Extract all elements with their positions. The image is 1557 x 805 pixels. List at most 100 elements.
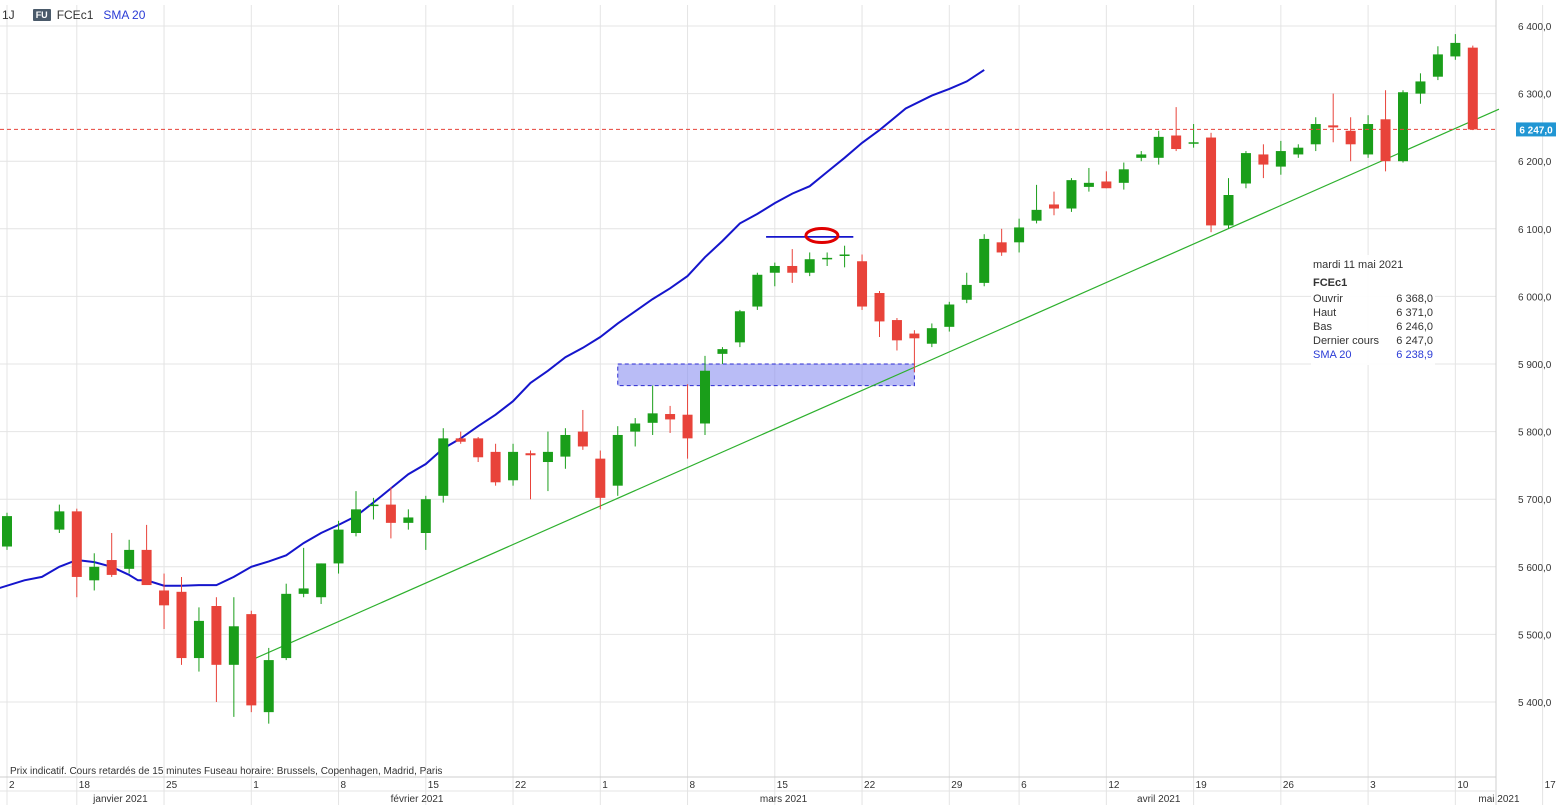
- candle-body: [630, 423, 641, 432]
- candle-body: [281, 593, 292, 659]
- candle-body: [1031, 209, 1042, 221]
- candle-body: [1066, 180, 1077, 209]
- candle-body: [1380, 119, 1391, 162]
- candle: [700, 355, 710, 435]
- candle-body: [1328, 125, 1339, 128]
- indicator-label[interactable]: SMA 20: [103, 8, 146, 22]
- candle-body: [1432, 54, 1443, 77]
- candle: [1275, 140, 1286, 175]
- candle-body: [577, 431, 588, 447]
- candle: [560, 428, 571, 469]
- candle: [385, 487, 396, 539]
- y-tick-label: 6 000,0: [1518, 292, 1552, 303]
- candle-body: [1467, 47, 1478, 130]
- candle: [1398, 90, 1408, 163]
- candle-body: [333, 529, 344, 564]
- candle: [769, 262, 780, 287]
- y-tick-label: 6 300,0: [1518, 90, 1552, 101]
- candle: [1136, 151, 1147, 162]
- candle: [630, 418, 641, 447]
- candle-body: [124, 549, 135, 569]
- annotations-overlays: [766, 227, 854, 245]
- x-tick-label: 19: [1196, 780, 1208, 791]
- tooltip-value: 6 246,0: [1396, 321, 1433, 333]
- candle: [89, 553, 100, 591]
- candle-body: [769, 265, 780, 273]
- candle-body: [665, 414, 676, 420]
- candle-body: [71, 511, 82, 577]
- x-month-label: mai 2021: [1478, 794, 1520, 805]
- candle: [822, 252, 833, 266]
- tooltip-label: Ouvrir: [1313, 293, 1343, 305]
- candle: [577, 409, 588, 450]
- x-tick-label: 2: [9, 780, 15, 791]
- x-tick-label: 17: [1545, 780, 1557, 791]
- candle-body: [525, 453, 536, 456]
- candle: [141, 524, 152, 586]
- candle-body: [368, 504, 379, 507]
- annotations-zones: [617, 363, 915, 387]
- candle-body: [351, 509, 361, 533]
- candle: [490, 443, 501, 486]
- candle: [159, 573, 170, 629]
- candle: [106, 533, 117, 577]
- timeframe-label[interactable]: 1J: [2, 8, 15, 22]
- last-price-label: 6 247,0: [1519, 125, 1553, 136]
- y-axis: 5 400,0 5 500,0 5 600,0 5 700,0 5 800,0 5 900…: [1518, 22, 1552, 709]
- tooltip-label: SMA 20: [1313, 349, 1352, 361]
- chart-header: 1J FU FCEc1 SMA 20: [0, 0, 145, 30]
- candle: [857, 254, 868, 310]
- candle: [1031, 184, 1042, 224]
- candle: [1014, 218, 1025, 253]
- instrument-type-badge: FU: [32, 9, 51, 21]
- candle-body: [298, 588, 309, 594]
- candle: [508, 443, 519, 486]
- candle: [2, 512, 12, 550]
- candle-body: [1363, 124, 1374, 155]
- candle-body: [804, 259, 815, 273]
- candle: [1206, 132, 1217, 233]
- candle: [420, 495, 431, 550]
- candle-body: [141, 549, 152, 586]
- y-tick-label: 5 800,0: [1518, 428, 1552, 439]
- candle-body: [752, 274, 763, 307]
- candle-body: [1171, 135, 1182, 150]
- candle: [647, 385, 658, 435]
- candle-body: [926, 328, 937, 344]
- x-tick-label: 26: [1283, 780, 1295, 791]
- candle-body: [1345, 130, 1356, 145]
- last-price-tag: [1516, 122, 1556, 137]
- candle: [1240, 151, 1251, 189]
- candle: [1310, 117, 1321, 152]
- candle-body: [403, 517, 414, 523]
- x-month-label: février 2021: [391, 794, 444, 805]
- x-tick-label: 6: [1021, 780, 1027, 791]
- candle: [787, 249, 798, 283]
- candle-body: [874, 293, 885, 322]
- candle: [1293, 144, 1304, 158]
- candle-body: [787, 265, 798, 273]
- tooltip-date: mardi 11 mai 2021: [1313, 259, 1404, 271]
- candle-body: [1310, 124, 1321, 145]
- y-tick-label: 6 200,0: [1518, 157, 1552, 168]
- candle-body: [822, 257, 833, 260]
- x-tick-label: 12: [1108, 780, 1120, 791]
- candle-body: [560, 434, 571, 457]
- tooltip-row-sma: SMA 20 6 238,9: [1313, 348, 1433, 362]
- candle: [804, 252, 815, 277]
- candle: [734, 309, 745, 348]
- candle: [333, 520, 344, 574]
- candle-body: [1101, 181, 1112, 189]
- candle-body: [1415, 81, 1426, 94]
- symbol-label[interactable]: FCEc1: [56, 8, 94, 22]
- candle: [1467, 45, 1478, 131]
- trendline-layer: [251, 108, 1500, 661]
- support-zone-rect: [617, 363, 915, 387]
- candle-body: [473, 438, 484, 458]
- candle: [1432, 46, 1443, 81]
- y-tick-label: 5 900,0: [1518, 360, 1552, 371]
- candle: [263, 647, 274, 724]
- tooltip-row-open: Ouvrir 6 368,0: [1313, 292, 1433, 306]
